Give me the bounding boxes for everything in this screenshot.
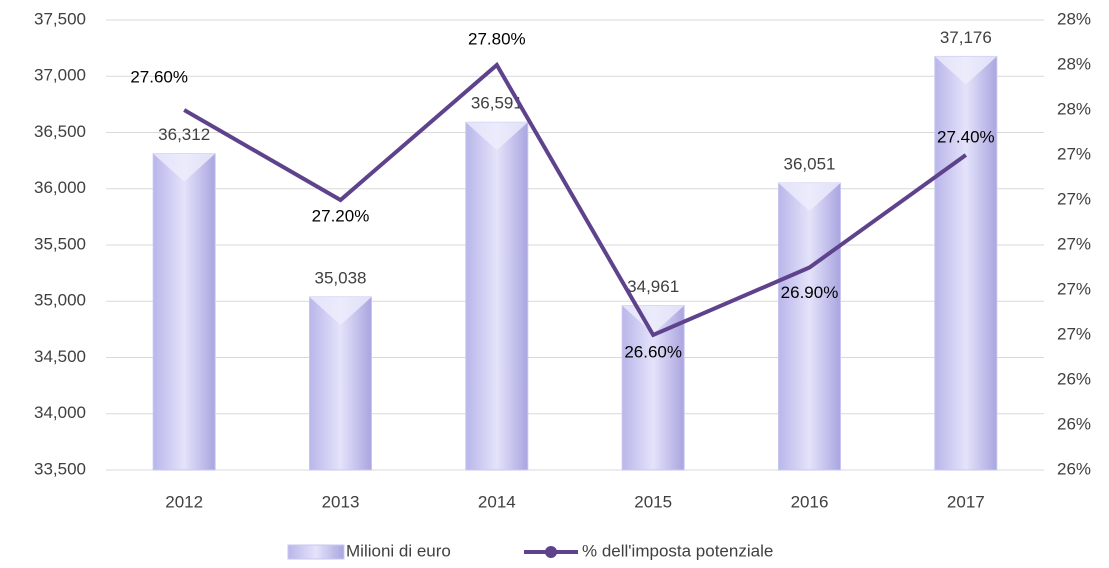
- bar-bevel: [622, 305, 685, 334]
- y-tick-label: 37,000: [34, 66, 86, 85]
- x-tick-label: 2017: [947, 492, 985, 511]
- y-tick-label: 34,500: [34, 347, 86, 366]
- x-tick-label: 2014: [478, 492, 516, 511]
- bar-bevel: [309, 296, 372, 325]
- x-tick-label: 2016: [791, 492, 829, 511]
- legend-label: Milioni di euro: [346, 541, 451, 560]
- legend-label: % dell'imposta potenziale: [582, 541, 773, 560]
- bar: [465, 121, 529, 471]
- y2-tick-label: 28%: [1057, 99, 1091, 118]
- data-label: 26.90%: [781, 283, 839, 302]
- y-tick-label: 36,000: [34, 178, 86, 197]
- y-tick-label: 35,000: [34, 291, 86, 310]
- bar: [152, 153, 216, 471]
- data-label: 37,176: [940, 28, 992, 47]
- bar-bevel: [934, 56, 997, 85]
- legend-swatch: [287, 544, 345, 560]
- data-label: 27.40%: [937, 127, 995, 146]
- y-tick-label: 33,500: [34, 459, 86, 478]
- data-label: 27.80%: [468, 29, 526, 48]
- y2-tick-label: 28%: [1057, 9, 1091, 28]
- data-label: 26.60%: [624, 342, 682, 361]
- y2-tick-label: 26%: [1057, 414, 1091, 433]
- data-label: 27.60%: [130, 67, 188, 86]
- data-label: 36,051: [784, 154, 836, 173]
- y-tick-label: 35,500: [34, 234, 86, 253]
- data-label: 35,038: [315, 268, 367, 287]
- y2-tick-label: 27%: [1057, 324, 1091, 343]
- y2-tick-label: 27%: [1057, 279, 1091, 298]
- bar-bevel: [153, 153, 216, 182]
- y-tick-label: 36,500: [34, 122, 86, 141]
- y2-tick-label: 27%: [1057, 234, 1091, 253]
- x-tick-label: 2013: [322, 492, 360, 511]
- y2-tick-label: 26%: [1057, 369, 1091, 388]
- line: [183, 61, 968, 338]
- y2-tick-label: 27%: [1057, 144, 1091, 163]
- y-tick-label: 34,000: [34, 403, 86, 422]
- data-label: 36,591: [471, 94, 523, 113]
- x-tick-label: 2015: [634, 492, 672, 511]
- y2-tick-label: 27%: [1057, 189, 1091, 208]
- data-label: 27.20%: [312, 206, 370, 225]
- bar: [934, 55, 998, 471]
- bar: [778, 182, 841, 471]
- bar-bevel: [778, 183, 841, 212]
- y2-tick-label: 26%: [1057, 459, 1091, 478]
- y2-tick-label: 28%: [1057, 54, 1091, 73]
- data-label: 36,312: [158, 125, 210, 144]
- data-label: 34,961: [627, 277, 679, 296]
- bar-bevel: [465, 122, 528, 151]
- legend-marker: [545, 546, 557, 558]
- y-tick-label: 37,500: [34, 9, 86, 28]
- x-tick-label: 2012: [165, 492, 203, 511]
